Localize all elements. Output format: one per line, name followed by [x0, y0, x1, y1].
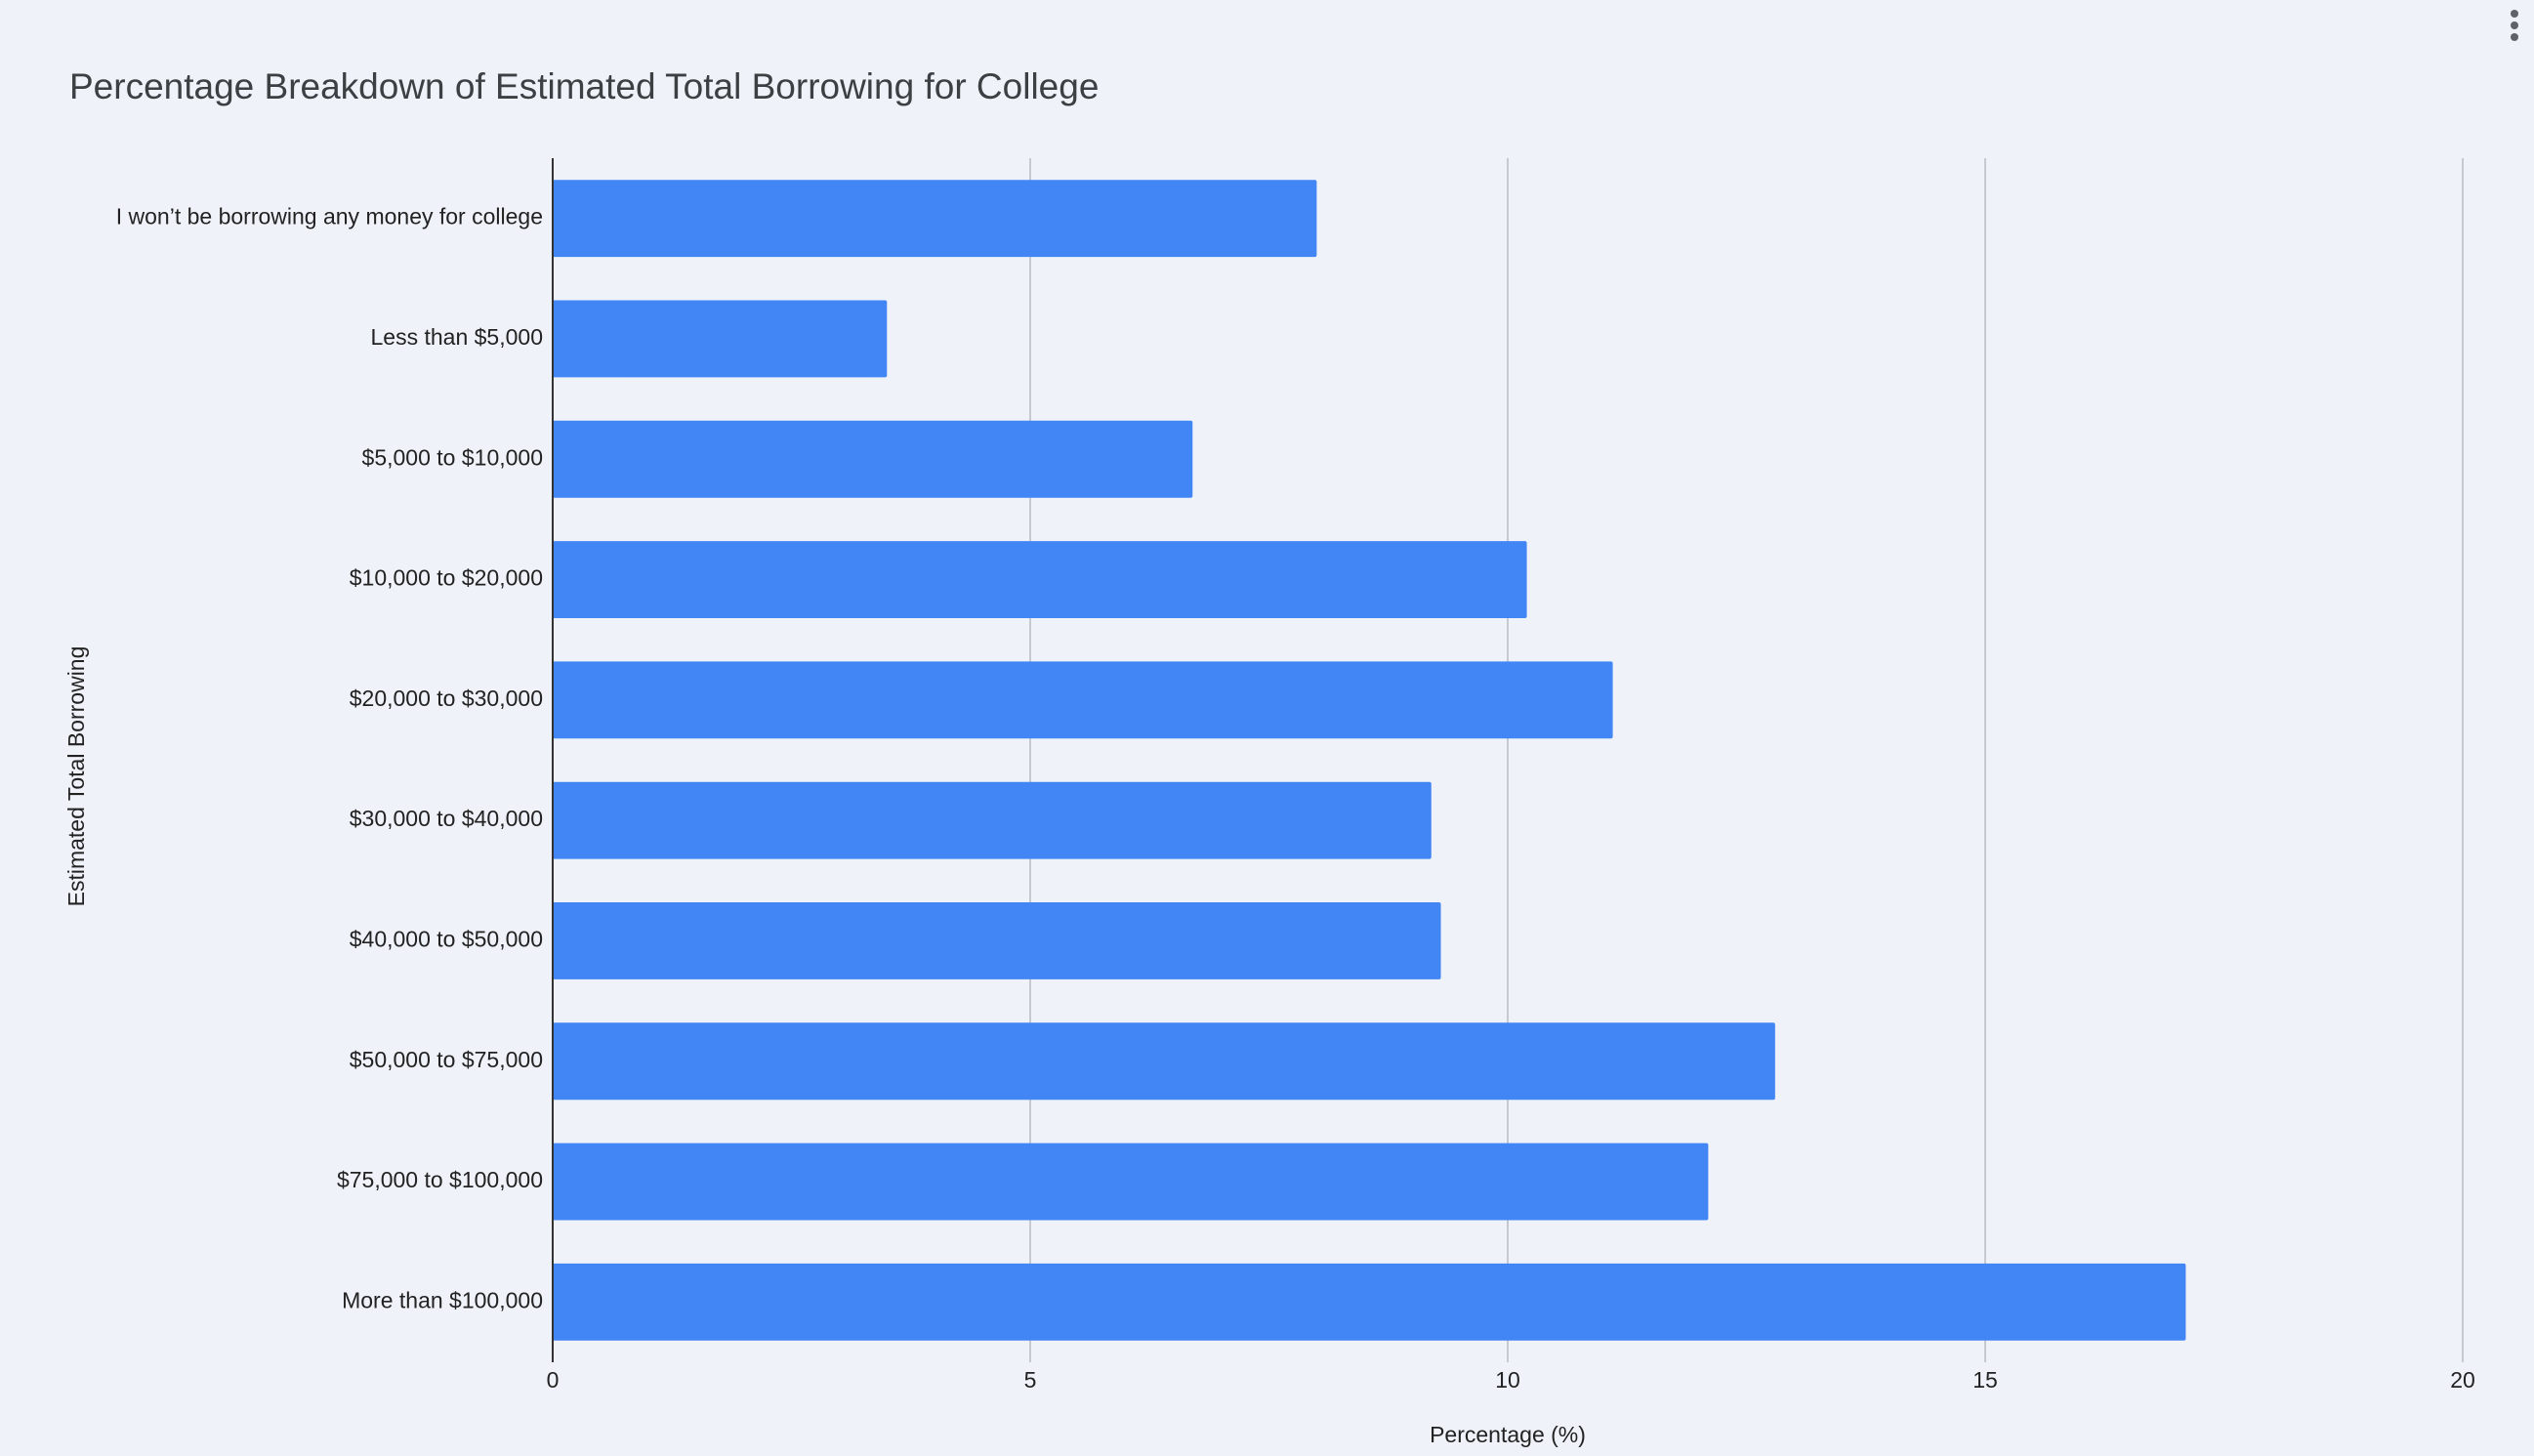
y-tick-label: $5,000 to $10,000: [362, 444, 543, 470]
y-tick-label: More than $100,000: [342, 1287, 543, 1312]
y-tick-label: $40,000 to $50,000: [350, 927, 543, 952]
y-tick-label: Less than $5,000: [371, 324, 543, 350]
bar: [553, 661, 1613, 739]
menu-icon[interactable]: [2511, 10, 2518, 41]
x-tick-label: 0: [547, 1367, 560, 1393]
bar: [553, 1263, 2186, 1341]
menu-dot: [2511, 33, 2518, 41]
bar: [553, 781, 1432, 859]
x-tick-label: 15: [1973, 1367, 1998, 1393]
y-tick-label: $75,000 to $100,000: [337, 1167, 543, 1192]
bar: [553, 1143, 1709, 1221]
chart-title: Percentage Breakdown of Estimated Total …: [69, 66, 1099, 106]
y-tick-label: $20,000 to $30,000: [350, 686, 543, 711]
y-tick-label: $10,000 to $20,000: [350, 565, 543, 591]
bar: [553, 300, 888, 378]
x-tick-label: 10: [1495, 1367, 1520, 1393]
y-axis-label: Estimated Total Borrowing: [63, 646, 89, 907]
bar: [553, 541, 1527, 619]
bar: [553, 420, 1193, 498]
bar: [553, 180, 1317, 258]
y-tick-label: $30,000 to $40,000: [350, 806, 543, 831]
menu-dot: [2511, 21, 2518, 29]
y-tick-label: $50,000 to $75,000: [350, 1047, 543, 1072]
bar: [553, 1022, 1775, 1101]
x-tick-label: 20: [2450, 1367, 2475, 1393]
bar: [553, 901, 1441, 979]
menu-dot: [2511, 10, 2518, 18]
x-tick-label: 5: [1024, 1367, 1037, 1393]
x-axis-label: Percentage (%): [1430, 1422, 1586, 1447]
y-tick-label: I won’t be borrowing any money for colle…: [116, 204, 543, 229]
